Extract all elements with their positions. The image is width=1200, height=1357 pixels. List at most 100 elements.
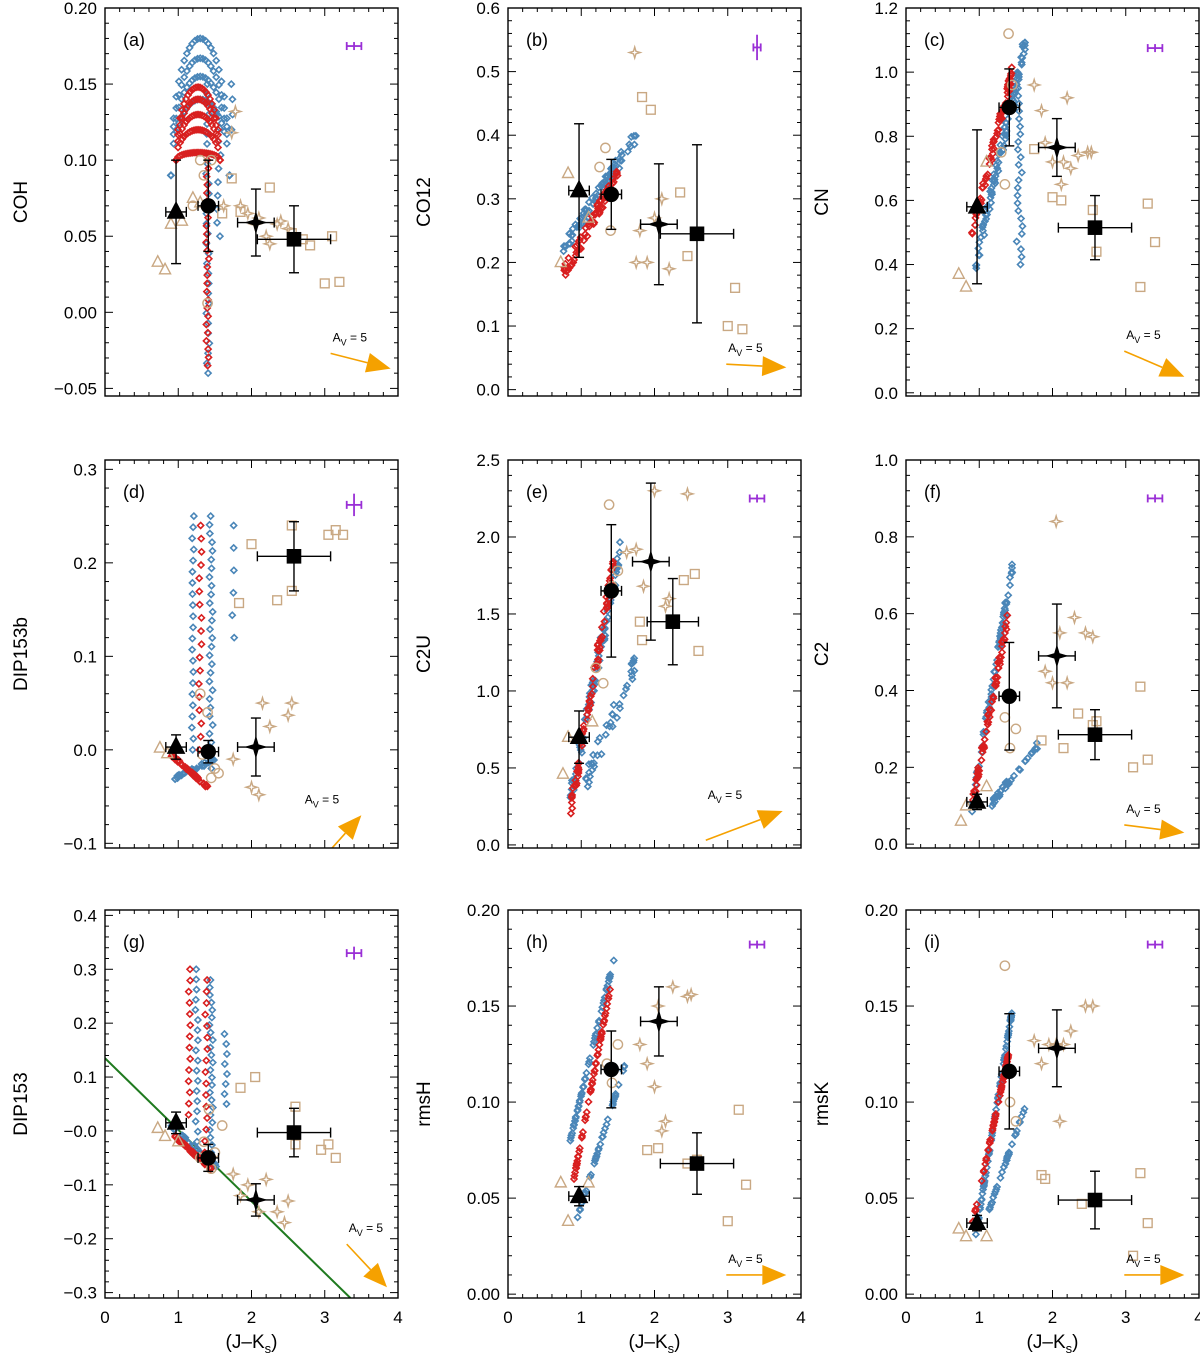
model-point-red	[195, 706, 204, 715]
observed-point	[1066, 609, 1083, 626]
reddening-arrowhead	[762, 1264, 787, 1285]
model-point-blue	[208, 720, 217, 730]
observed-point	[618, 544, 635, 561]
model-point-blue	[188, 76, 197, 85]
model-point-blue	[207, 616, 217, 625]
x-tick-label: 4	[796, 1308, 805, 1327]
model-point-red	[977, 743, 987, 753]
x-tick-label: 1	[174, 1308, 183, 1327]
model-point-blue	[995, 792, 1004, 801]
model-point-red	[185, 965, 195, 974]
observed-point	[1051, 1113, 1068, 1130]
model-point-blue	[206, 43, 216, 52]
model-point-red	[981, 1159, 990, 1169]
model-point-red	[202, 336, 211, 346]
model-point-blue	[979, 727, 988, 737]
y-tick-label: −0.1	[63, 1176, 97, 1195]
x-tick-label: 0	[503, 1308, 512, 1327]
y-tick-label: 0.2	[73, 1014, 97, 1033]
mean-marker-triangle	[967, 791, 987, 809]
observed-point	[597, 677, 609, 689]
model-point-red	[203, 1033, 212, 1042]
model-point-blue	[222, 1049, 232, 1059]
model-point-blue	[987, 189, 997, 199]
y-axis-label: C2U	[414, 635, 435, 673]
model-point-red	[201, 782, 210, 791]
model-point-blue	[206, 1028, 215, 1037]
observed-point	[269, 1203, 286, 1220]
y-axis-label: DIP153b	[11, 617, 32, 691]
observed-point	[280, 707, 297, 724]
observed-point	[1135, 281, 1146, 293]
model-point-blue	[584, 1057, 594, 1067]
observed-point	[1073, 708, 1084, 719]
model-point-blue	[590, 1037, 599, 1046]
observed-point	[239, 205, 256, 222]
observed-point	[264, 182, 275, 193]
model-point-blue	[608, 709, 617, 719]
model-point-blue	[188, 701, 197, 710]
model-point-red	[195, 692, 204, 702]
mean-marker-square	[1087, 220, 1103, 235]
observed-point	[225, 1166, 242, 1183]
model-point-blue	[1020, 1104, 1029, 1114]
model-point-red	[202, 998, 211, 1008]
model-point-blue	[193, 34, 202, 44]
model-point-blue	[593, 1023, 602, 1033]
model-point-blue	[627, 667, 636, 676]
model-point-red	[594, 208, 603, 217]
model-point-blue	[206, 703, 215, 712]
typical-error	[345, 42, 363, 51]
observed-point	[645, 104, 656, 115]
observed-point	[1033, 102, 1050, 119]
observed-point	[740, 1179, 752, 1190]
model-point-red	[589, 1069, 599, 1079]
model-point-red	[583, 704, 593, 713]
observed-point	[729, 282, 741, 293]
model-point-blue	[1017, 229, 1026, 238]
model-point-red	[572, 781, 581, 790]
model-point-blue	[205, 729, 214, 738]
model-point-blue	[193, 1036, 203, 1045]
model-point-blue	[629, 654, 639, 663]
ticks-g	[104, 910, 399, 1298]
model-point-red	[980, 735, 989, 744]
model-point-blue	[222, 114, 231, 123]
model-point-blue	[192, 1107, 202, 1116]
mean-marker-triangle	[569, 726, 589, 745]
mean-marker-star	[639, 549, 663, 574]
observed-point	[653, 1122, 670, 1139]
model-point-blue	[229, 543, 238, 553]
observed-point	[1062, 160, 1079, 177]
observed-point	[693, 645, 704, 657]
reddening-arrowhead	[1158, 358, 1185, 377]
observed-point	[581, 1174, 596, 1188]
model-point-blue	[1032, 738, 1041, 748]
model-point-blue	[172, 92, 181, 101]
model-point-red	[995, 115, 1004, 124]
observed-point	[250, 1071, 261, 1083]
model-point-blue	[222, 122, 231, 131]
model-point-red	[207, 99, 217, 108]
model-point-blue	[590, 1159, 599, 1168]
model-point-blue	[1001, 784, 1010, 793]
model-point-red	[587, 217, 597, 226]
model-point-blue	[207, 1013, 216, 1022]
model-point-red	[197, 640, 206, 649]
model-point-red	[973, 773, 982, 782]
observed-point	[679, 988, 696, 1005]
y-axis-label: CO12	[414, 177, 435, 227]
model-point-blue	[193, 1097, 202, 1106]
ticks-i	[905, 909, 1200, 1298]
observed-point	[606, 1077, 618, 1089]
model-point-blue	[1001, 1159, 1010, 1168]
model-point-red	[583, 715, 592, 724]
observed-point	[151, 1120, 165, 1134]
mean-marker-circle	[200, 198, 217, 214]
observed-point	[639, 254, 656, 271]
y-tick-label: 0.00	[865, 1285, 898, 1304]
observed-point	[679, 485, 696, 502]
observed-point	[175, 213, 189, 226]
model-point-blue	[229, 566, 238, 575]
model-point-red	[991, 674, 1000, 683]
